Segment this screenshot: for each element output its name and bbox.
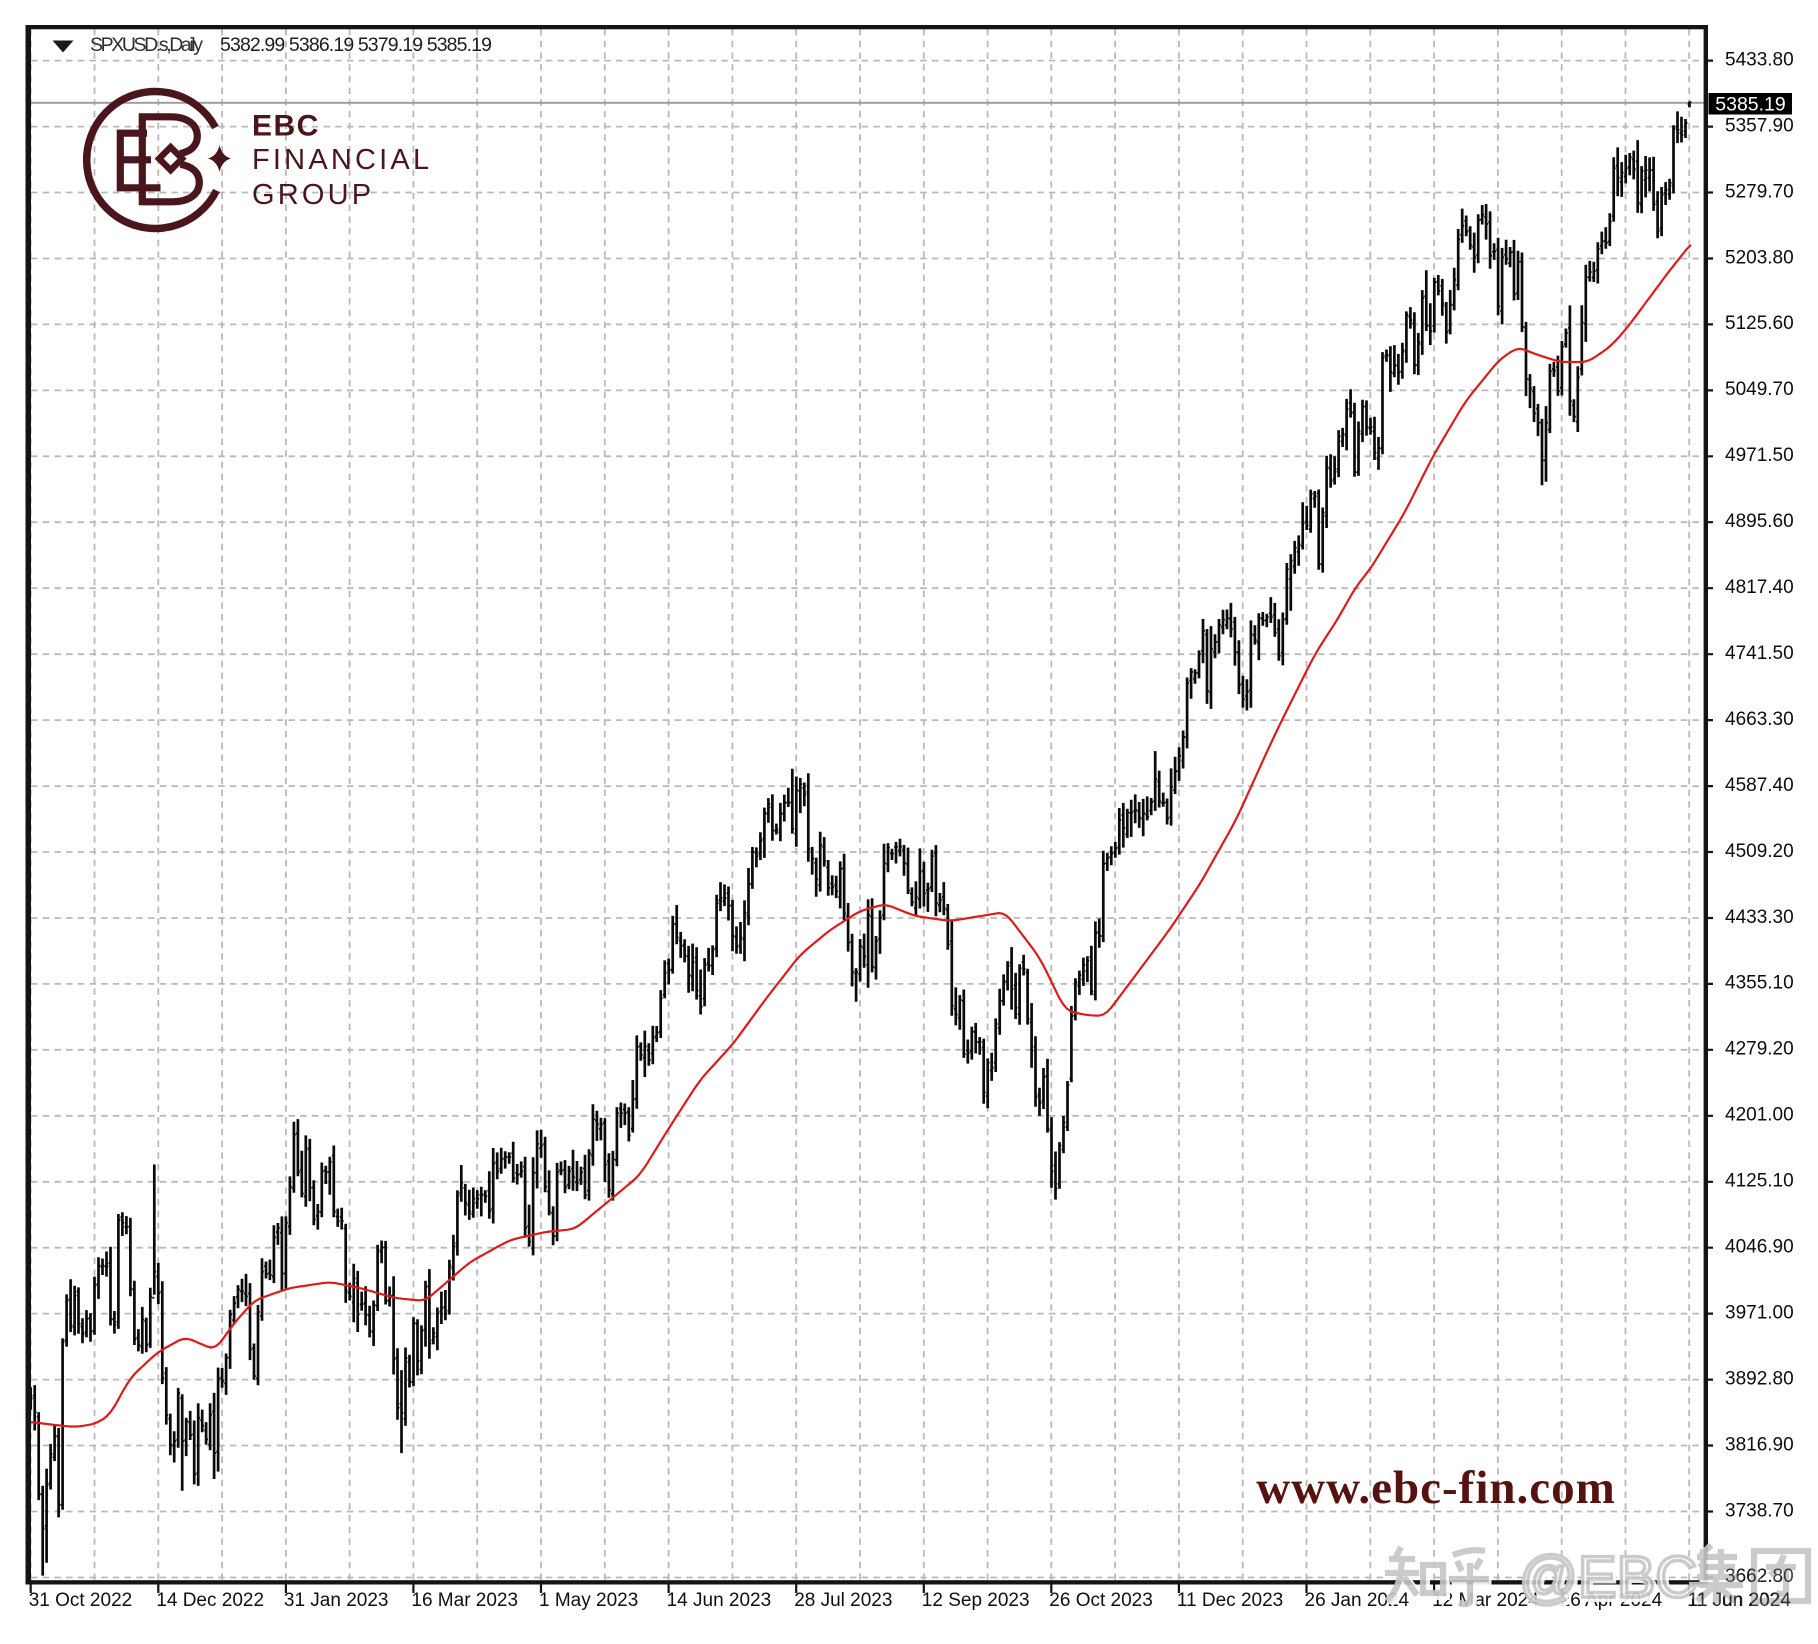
svg-text:4125.10: 4125.10 bbox=[1725, 1171, 1794, 1192]
svg-text:11 Jun 2024: 11 Jun 2024 bbox=[1688, 1590, 1792, 1611]
svg-text:5125.60: 5125.60 bbox=[1725, 313, 1794, 334]
svg-text:4663.30: 4663.30 bbox=[1725, 709, 1794, 730]
svg-text:4201.00: 4201.00 bbox=[1725, 1105, 1794, 1126]
svg-text:31 Oct 2022: 31 Oct 2022 bbox=[29, 1590, 133, 1611]
svg-text:26 Apr 2024: 26 Apr 2024 bbox=[1560, 1590, 1663, 1611]
svg-text:@EBC: @EBC bbox=[1522, 1548, 1700, 1613]
svg-text:14 Jun 2023: 14 Jun 2023 bbox=[667, 1590, 772, 1611]
svg-text:5382.99 5386.19 5379.19 5385.1: 5382.99 5386.19 5379.19 5385.19 bbox=[220, 34, 492, 56]
svg-text:@EBC: @EBC bbox=[1519, 1545, 1697, 1610]
svg-text:5049.70: 5049.70 bbox=[1725, 379, 1794, 400]
svg-text:5433.80: 5433.80 bbox=[1725, 49, 1794, 70]
svg-text:11 Dec 2023: 11 Dec 2023 bbox=[1177, 1590, 1283, 1611]
svg-text:EBC: EBC bbox=[252, 110, 320, 143]
svg-text:5279.70: 5279.70 bbox=[1725, 181, 1794, 202]
svg-text:31 Jan 2023: 31 Jan 2023 bbox=[284, 1590, 389, 1611]
svg-text:4895.60: 4895.60 bbox=[1725, 511, 1794, 532]
svg-text:12 Sep 2023: 12 Sep 2023 bbox=[922, 1590, 1030, 1611]
svg-text:4433.30: 4433.30 bbox=[1725, 907, 1794, 928]
svg-text:3971.00: 3971.00 bbox=[1725, 1302, 1794, 1323]
svg-text:3662.80: 3662.80 bbox=[1725, 1566, 1794, 1587]
svg-text:4817.40: 4817.40 bbox=[1725, 577, 1794, 598]
svg-text:5203.80: 5203.80 bbox=[1725, 247, 1794, 268]
svg-text:www.ebc-fin.com: www.ebc-fin.com bbox=[1256, 1462, 1616, 1514]
svg-text:4587.40: 4587.40 bbox=[1725, 775, 1794, 796]
svg-text:GROUP: GROUP bbox=[252, 179, 374, 211]
svg-text:4355.10: 4355.10 bbox=[1725, 973, 1794, 994]
svg-text:5357.90: 5357.90 bbox=[1725, 115, 1794, 136]
svg-text:3892.80: 3892.80 bbox=[1725, 1368, 1794, 1389]
svg-text:26 Oct 2023: 26 Oct 2023 bbox=[1049, 1590, 1153, 1611]
svg-text:4509.20: 4509.20 bbox=[1725, 841, 1794, 862]
svg-text:1 May 2023: 1 May 2023 bbox=[539, 1590, 638, 1611]
svg-text:5385.19: 5385.19 bbox=[1715, 94, 1786, 116]
svg-text:3816.90: 3816.90 bbox=[1725, 1434, 1794, 1455]
svg-text:26 Jan 2024: 26 Jan 2024 bbox=[1305, 1590, 1410, 1611]
svg-text:4971.50: 4971.50 bbox=[1725, 445, 1794, 466]
svg-text:FINANCIAL: FINANCIAL bbox=[252, 144, 432, 176]
svg-text:3738.70: 3738.70 bbox=[1725, 1500, 1794, 1521]
svg-text:SPXUSD.s,Daily: SPXUSD.s,Daily bbox=[90, 34, 203, 56]
svg-text:28 Jul 2023: 28 Jul 2023 bbox=[794, 1590, 892, 1611]
svg-text:4741.50: 4741.50 bbox=[1725, 643, 1794, 664]
svg-text:4046.90: 4046.90 bbox=[1725, 1237, 1794, 1258]
svg-text:14 Dec 2022: 14 Dec 2022 bbox=[156, 1590, 264, 1611]
svg-text:16 Mar 2023: 16 Mar 2023 bbox=[411, 1590, 518, 1611]
svg-text:4279.20: 4279.20 bbox=[1725, 1039, 1794, 1060]
